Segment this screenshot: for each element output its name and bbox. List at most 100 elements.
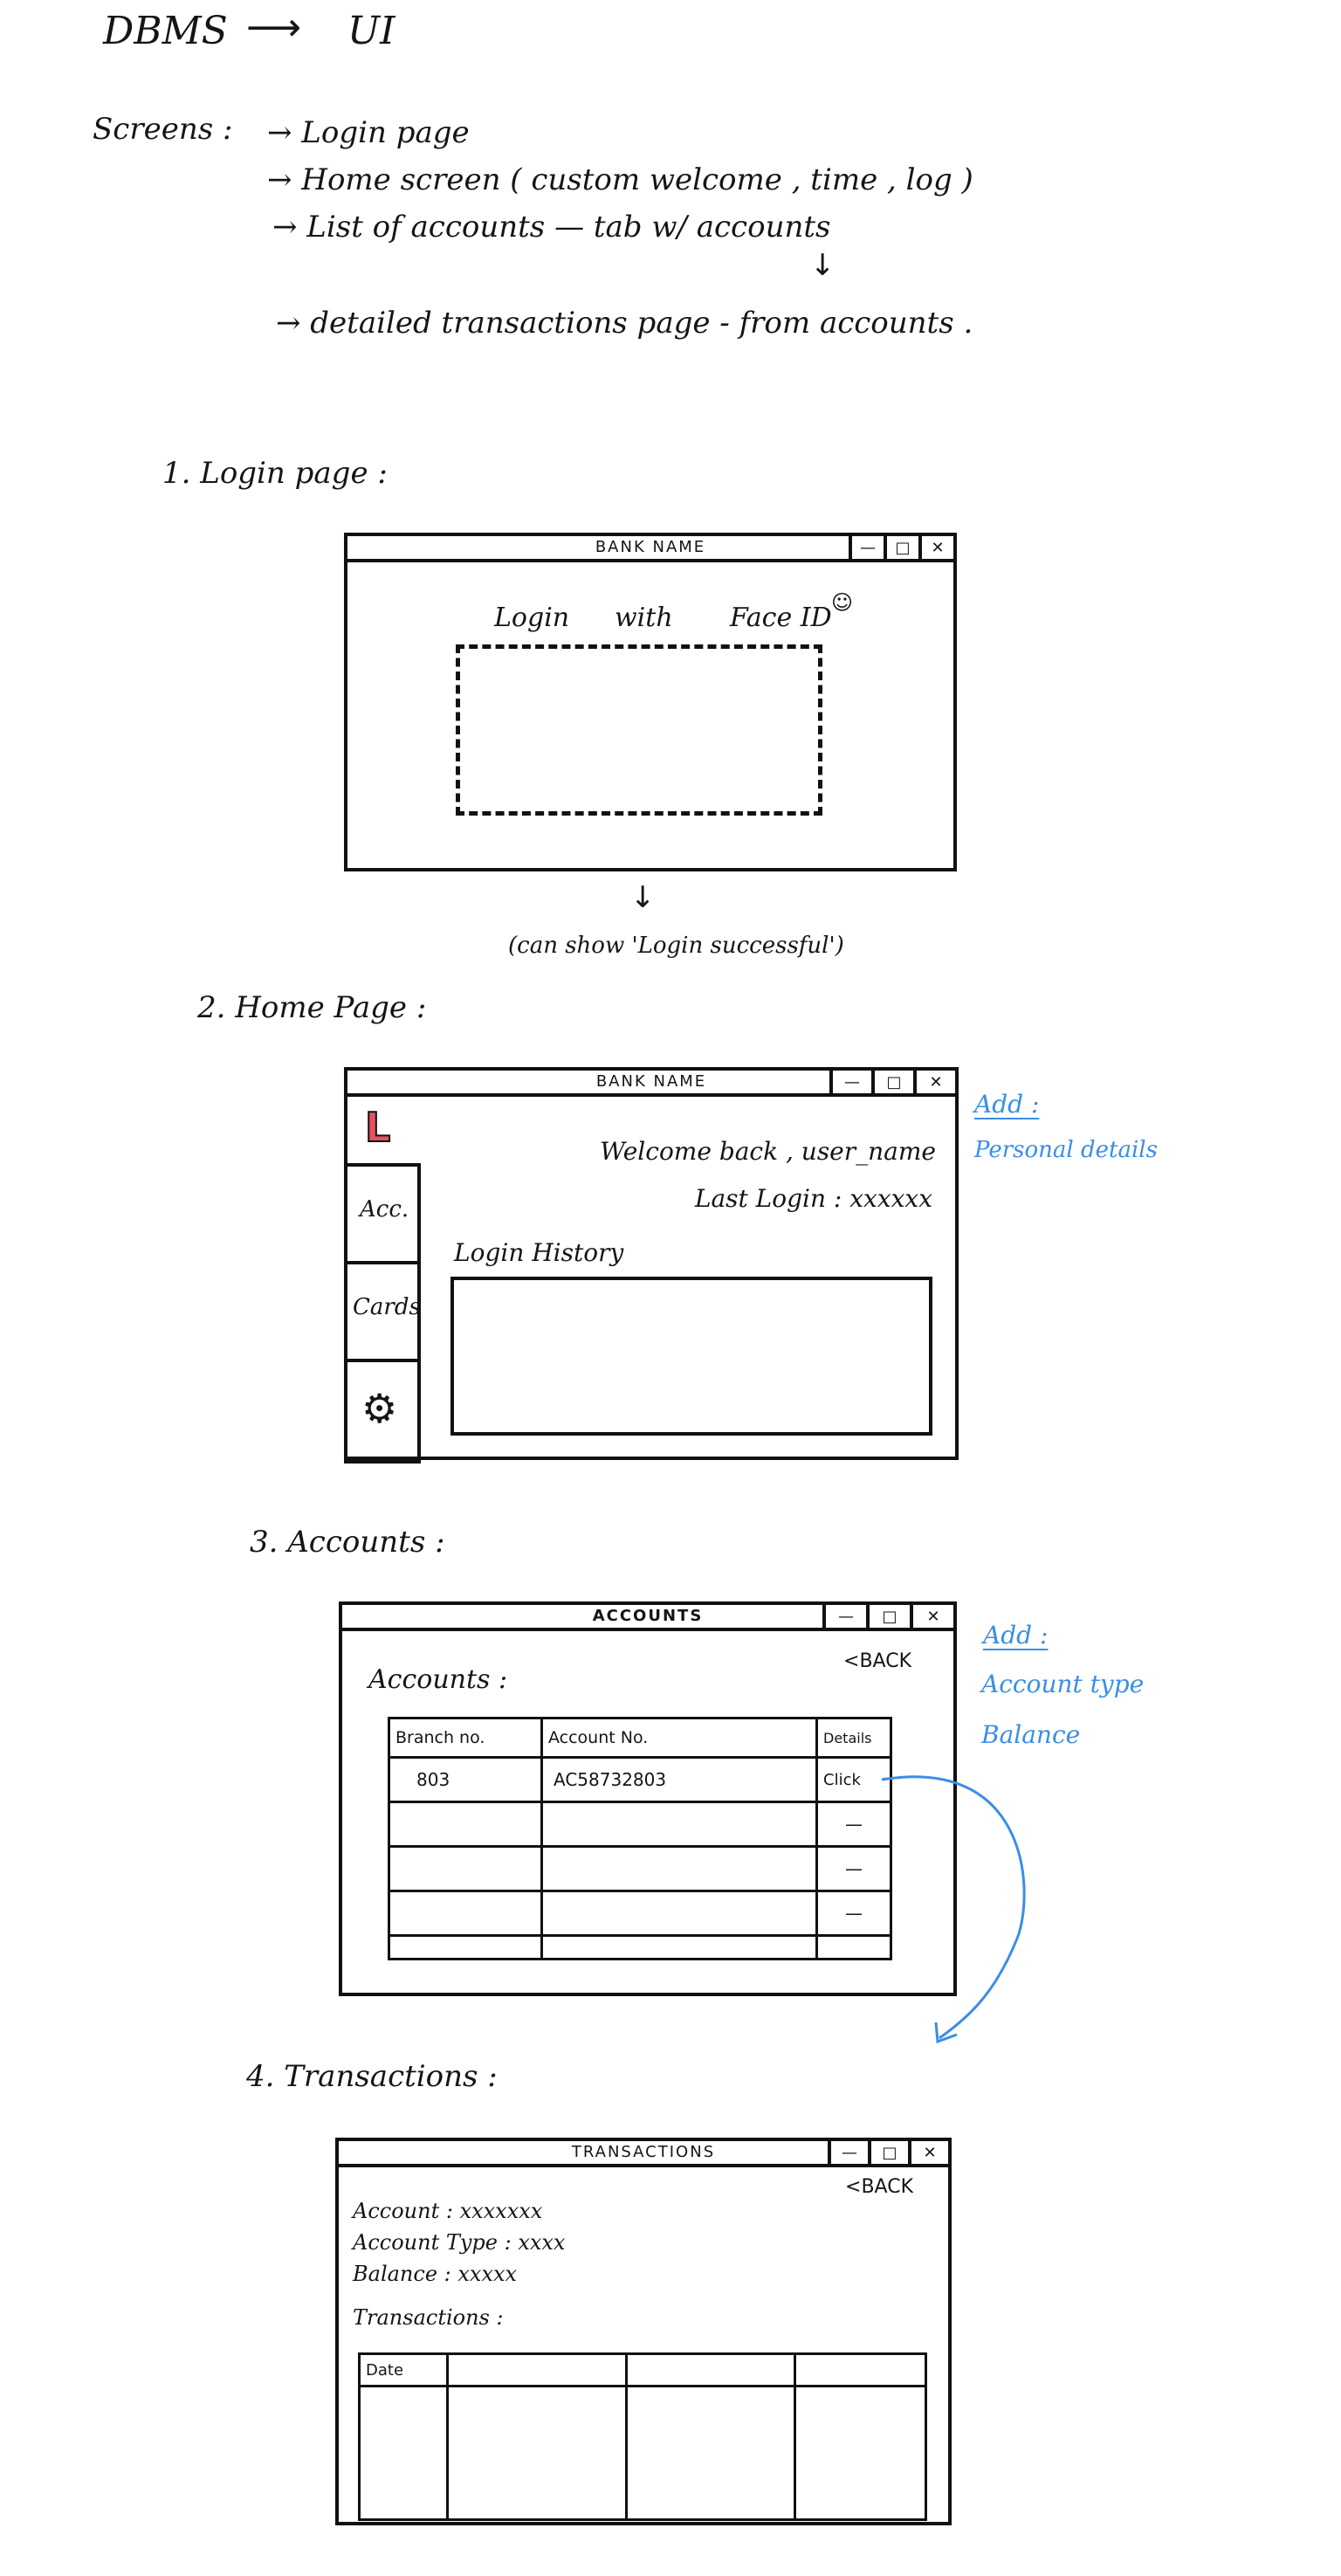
login-word: Login — [494, 603, 570, 633]
login-minimize-button[interactable]: — — [849, 536, 884, 559]
transactions-window-title: TRANSACTIONS — [571, 2143, 716, 2161]
cell-account — [540, 1845, 818, 1892]
home-window: BANK NAME — □ ✕ L Acc. Cards ⚙ Welcome b… — [344, 1067, 959, 1464]
column-blank — [446, 2352, 628, 2387]
screens-item-login: → Login page — [267, 115, 470, 150]
heading-ui: UI — [347, 9, 395, 53]
transactions-window: TRANSACTIONS — □ ✕ <BACK Account : xxxxx… — [335, 2138, 952, 2525]
transactions-close-button[interactable]: ✕ — [908, 2141, 948, 2164]
table-cell — [358, 2385, 449, 2521]
home-maximize-button[interactable]: □ — [871, 1071, 913, 1093]
table-row: — — [388, 1845, 892, 1892]
cell-details: — — [815, 1890, 892, 1937]
column-blank — [625, 2352, 796, 2387]
accounts-close-button[interactable]: ✕ — [910, 1605, 953, 1628]
column-blank — [794, 2352, 927, 2387]
faceid-scan-area[interactable] — [456, 644, 822, 816]
accounts-note-account-type: Account type — [981, 1670, 1145, 1698]
cell-branch — [388, 1845, 543, 1892]
screens-item-home: → Home screen ( custom welcome , time , … — [267, 162, 973, 197]
table-row: — — [388, 1801, 892, 1848]
login-faceid: Face ID — [730, 603, 832, 633]
login-window: BANK NAME — □ ✕ Login with Face ID ☺ — [344, 533, 957, 871]
transactions-titlebar: TRANSACTIONS — □ ✕ — [339, 2141, 948, 2167]
cell-branch: 803 — [388, 1756, 543, 1803]
cell-account: AC58732803 — [540, 1756, 818, 1803]
section-accounts-title: 3. Accounts : — [250, 1525, 445, 1560]
transactions-back-button[interactable]: <BACK — [845, 2176, 913, 2198]
screens-down-arrow: ↓ — [810, 248, 836, 283]
tab-accounts-label: Acc. — [360, 1196, 409, 1223]
column-details: Details — [815, 1717, 892, 1759]
accounts-titlebar: ACCOUNTS — □ ✕ — [342, 1605, 953, 1631]
cell-details: — — [815, 1801, 892, 1848]
screens-item-accounts: → List of accounts — tab w/ accounts — [272, 210, 831, 245]
cell-account — [540, 1890, 818, 1937]
login-titlebar: BANK NAME — □ ✕ — [347, 536, 953, 562]
screens-label: Screens : — [93, 112, 233, 147]
transactions-maximize-button[interactable]: □ — [868, 2141, 908, 2164]
accounts-window: ACCOUNTS — □ ✕ <BACK Accounts : Branch n… — [339, 1601, 957, 1996]
tab-settings[interactable]: ⚙ — [344, 1359, 421, 1464]
login-window-title: BANK NAME — [595, 538, 706, 556]
accounts-label: Accounts : — [368, 1664, 508, 1695]
home-note-personal-details: Personal details — [974, 1137, 1158, 1163]
login-success-note: (can show 'Login successful') — [508, 933, 844, 959]
accounts-note-balance: Balance — [981, 1720, 1081, 1749]
accounts-table-header: Branch no. Account No. Details — [388, 1717, 892, 1759]
accounts-window-title: ACCOUNTS — [592, 1607, 704, 1625]
balance-text: Balance : xxxxx — [353, 2262, 518, 2286]
home-minimize-button[interactable]: — — [829, 1071, 871, 1093]
section-home-title: 2. Home Page : — [197, 990, 427, 1025]
welcome-text: Welcome back , user_name — [600, 1137, 936, 1166]
table-row: 803 AC58732803 Click — [388, 1756, 892, 1803]
heading-dbms: DBMS — [103, 9, 228, 53]
bank-logo: L — [364, 1104, 391, 1151]
section-transactions-title: 4. Transactions : — [246, 2059, 498, 2094]
column-account-no: Account No. — [540, 1717, 818, 1759]
transactions-table-header: Date — [358, 2352, 927, 2387]
cell-details — [815, 1934, 892, 1960]
accounts-maximize-button[interactable]: □ — [866, 1605, 910, 1628]
cell-branch — [388, 1890, 543, 1937]
details-click-link[interactable]: Click — [815, 1756, 892, 1803]
accounts-note-add: Add : — [983, 1621, 1049, 1650]
transactions-label: Transactions : — [353, 2305, 504, 2330]
face-icon: ☺ — [831, 590, 854, 615]
column-date: Date — [358, 2352, 449, 2387]
login-close-button[interactable]: ✕ — [918, 536, 953, 559]
login-with: with — [615, 603, 673, 633]
login-note-arrow: ↓ — [630, 880, 656, 915]
cell-account — [540, 1934, 818, 1960]
table-row — [358, 2385, 927, 2521]
column-branch-no: Branch no. — [388, 1717, 543, 1759]
login-history-label: Login History — [454, 1238, 624, 1267]
section-login-title: 1. Login page : — [162, 456, 388, 491]
table-row: — — [388, 1890, 892, 1937]
accounts-table: Branch no. Account No. Details 803 AC587… — [388, 1717, 892, 1960]
login-maximize-button[interactable]: □ — [884, 536, 918, 559]
home-window-title: BANK NAME — [595, 1072, 707, 1091]
last-login-text: Last Login : xxxxxx — [694, 1184, 932, 1213]
home-note-add: Add : — [974, 1090, 1040, 1119]
transactions-minimize-button[interactable]: — — [828, 2141, 868, 2164]
transactions-table: Date — [358, 2352, 927, 2521]
cell-branch — [388, 1801, 543, 1848]
login-history-box — [450, 1277, 932, 1436]
tab-cards[interactable]: Cards — [344, 1261, 421, 1362]
home-titlebar: BANK NAME — □ ✕ — [347, 1071, 955, 1097]
heading-arrow: ⟶ — [246, 5, 302, 50]
account-number-text: Account : xxxxxxx — [353, 2199, 543, 2223]
table-cell — [446, 2385, 628, 2521]
accounts-back-button[interactable]: <BACK — [843, 1650, 911, 1672]
cell-account — [540, 1801, 818, 1848]
cell-details: — — [815, 1845, 892, 1892]
table-cell — [794, 2385, 927, 2521]
home-close-button[interactable]: ✕ — [913, 1071, 955, 1093]
tab-cards-label: Cards — [353, 1294, 421, 1320]
table-row — [388, 1934, 892, 1960]
gear-icon: ⚙ — [361, 1385, 398, 1432]
screens-item-transactions: → detailed transactions page - from acco… — [276, 306, 973, 341]
accounts-minimize-button[interactable]: — — [822, 1605, 866, 1628]
